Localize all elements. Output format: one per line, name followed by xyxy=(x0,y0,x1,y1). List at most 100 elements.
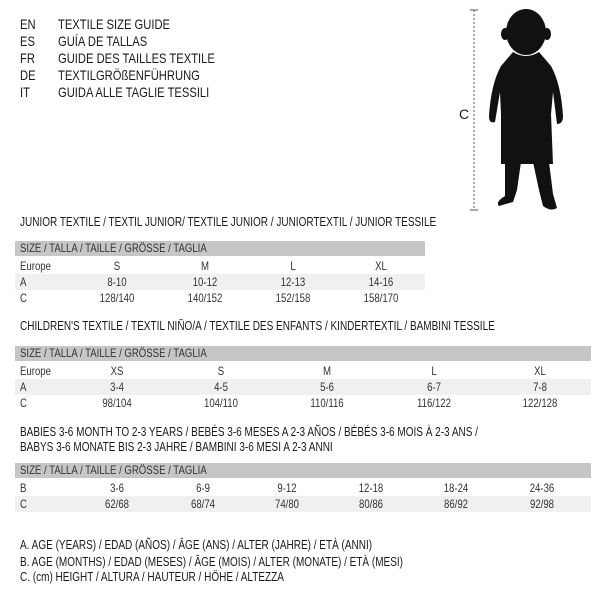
row-label: C xyxy=(20,290,29,306)
row-label-text: B xyxy=(20,481,27,495)
row-label-text: C xyxy=(20,497,27,511)
table-cell: 6-7 xyxy=(427,379,451,395)
table-cell: 140/152 xyxy=(188,290,248,306)
table-cell: 122/128 xyxy=(523,395,583,411)
table-cell: 12-13 xyxy=(281,274,324,290)
size-header-row: SIZE / TALLA / TAILLE / GRÖSSE / TAGLIA xyxy=(15,241,425,256)
table-cell: 3-4 xyxy=(110,379,134,395)
table-row: C 98/104 104/110 110/116 116/122 122/128 xyxy=(15,395,591,411)
size-header-row: SIZE / TALLA / TAILLE / GRÖSSE / TAGLIA xyxy=(15,346,591,361)
table-cell-text: 80/86 xyxy=(358,497,384,511)
table-cell-text: 104/110 xyxy=(204,396,238,410)
table-cell-text: 128/140 xyxy=(99,291,135,305)
table-cell: 4-5 xyxy=(214,379,238,395)
table-cell: 6-9 xyxy=(196,480,220,496)
row-label-text: Europe xyxy=(20,364,51,378)
table-cell-text: S xyxy=(113,259,121,273)
table-cell: 86/92 xyxy=(444,496,486,512)
table-row: A 3-4 4-5 5-6 6-7 7-8 xyxy=(15,379,591,395)
table-cell-text: 74/80 xyxy=(274,497,300,511)
legend-age-months: B. AGE (MONTHS) / EDAD (MESES) / ÂGE (MO… xyxy=(20,555,403,569)
table-cell: 24-36 xyxy=(530,480,573,496)
children-title: CHILDREN'S TEXTILE / TEXTIL NIÑO/A / TEX… xyxy=(20,319,495,333)
table-cell: S xyxy=(113,258,125,274)
language-title: TEXTILE SIZE GUIDE xyxy=(58,16,198,32)
table-cell: M xyxy=(201,258,215,274)
language-code: FR xyxy=(20,50,39,66)
row-label: A xyxy=(20,379,28,395)
table-cell-text: 6-9 xyxy=(196,481,210,495)
table-cell: 80/86 xyxy=(359,496,401,512)
language-title-text: GUÍA DE TALLAS xyxy=(58,33,148,49)
table-cell-text: L xyxy=(431,364,437,378)
language-title-text: TEXTILE SIZE GUIDE xyxy=(58,16,171,32)
table-cell: 8-10 xyxy=(107,274,141,290)
table-cell-text: M xyxy=(323,364,331,378)
table-cell-text: 110/116 xyxy=(310,396,344,410)
language-code-text: ES xyxy=(20,33,35,49)
table-row: B 3-6 6-9 9-12 12-18 18-24 24-36 xyxy=(15,480,591,496)
table-cell-text: 152/158 xyxy=(275,291,311,305)
row-label-text: Europe xyxy=(20,259,51,273)
table-cell: 10-12 xyxy=(193,274,236,290)
language-title: TEXTILGRÖßENFÜHRUNG xyxy=(58,67,235,83)
language-title-text: GUIDE DES TAILLES TEXTILE xyxy=(58,50,215,66)
table-cell-text: 92/98 xyxy=(529,497,555,511)
table-row: Europe S M L XL xyxy=(15,258,425,274)
table-cell-text: XL xyxy=(534,364,546,378)
table-cell-text: 122/128 xyxy=(522,396,558,410)
table-cell: 12-18 xyxy=(359,480,402,496)
table-cell: 98/104 xyxy=(102,395,154,411)
table-cell: 68/74 xyxy=(191,496,233,512)
language-title-text: GUIDA ALLE TAGLIE TESSILI xyxy=(58,84,210,100)
table-cell: 5-6 xyxy=(320,379,344,395)
table-cell-text: XS xyxy=(110,364,124,378)
language-title-text: TEXTILGRÖßENFÜHRUNG xyxy=(58,67,200,83)
table-cell-text: L xyxy=(290,259,296,273)
table-cell-text: XL xyxy=(375,259,387,273)
table-cell-text: 7-8 xyxy=(533,380,547,394)
table-cell-text: 3-6 xyxy=(110,481,124,495)
table-cell: 104/110 xyxy=(204,395,264,411)
table-row: Europe XS S M L XL xyxy=(15,363,591,379)
language-code: EN xyxy=(20,16,39,32)
table-cell-text: 14-16 xyxy=(368,275,394,289)
table-cell-text: 8-10 xyxy=(107,275,127,289)
table-cell-text: 98/104 xyxy=(102,396,132,410)
table-cell: XS xyxy=(111,363,133,379)
table-cell: 9-12 xyxy=(277,480,311,496)
table-cell: XL xyxy=(534,363,555,379)
table-cell: M xyxy=(323,363,337,379)
table-cell-text: 68/74 xyxy=(190,497,216,511)
language-title: GUÍA DE TALLAS xyxy=(58,33,170,49)
table-cell: 92/98 xyxy=(530,496,572,512)
table-cell: 152/158 xyxy=(276,290,336,306)
language-code-text: IT xyxy=(20,84,30,100)
row-label-text: C xyxy=(20,396,27,410)
row-label: B xyxy=(20,480,28,496)
height-label: C xyxy=(459,106,470,122)
size-header-row: SIZE / TALLA / TAILLE / GRÖSSE / TAGLIA xyxy=(15,463,591,478)
table-cell: 116/122 xyxy=(417,395,477,411)
row-label: C xyxy=(20,395,29,411)
legend-height: C. (cm) HEIGHT / ALTURA / HAUTEUR / HÖHE… xyxy=(20,570,284,584)
language-code: IT xyxy=(20,84,32,100)
junior-title: JUNIOR TEXTILE / TEXTIL JUNIOR/ TEXTILE … xyxy=(20,215,437,229)
babies-title-line1: BABIES 3-6 MONTH TO 2-3 YEARS / BEBÉS 3-… xyxy=(20,425,478,439)
table-cell-text: 5-6 xyxy=(320,380,334,394)
table-cell: L xyxy=(290,258,300,274)
size-header-text: SIZE / TALLA / TAILLE / GRÖSSE / TAGLIA xyxy=(20,346,207,360)
size-header-text: SIZE / TALLA / TAILLE / GRÖSSE / TAGLIA xyxy=(20,463,207,477)
language-title: GUIDA ALLE TAGLIE TESSILI xyxy=(58,84,247,100)
table-cell: 128/140 xyxy=(100,290,160,306)
table-cell-text: 158/170 xyxy=(363,291,399,305)
table-cell-text: 12-13 xyxy=(280,275,306,289)
language-code-text: FR xyxy=(20,50,35,66)
table-cell-text: M xyxy=(201,259,209,273)
row-label-text: C xyxy=(20,291,27,305)
table-cell-text: 3-4 xyxy=(110,380,124,394)
language-title: GUIDE DES TAILLES TEXTILE xyxy=(58,50,254,66)
table-cell-text: 116/122 xyxy=(417,396,451,410)
table-cell: 18-24 xyxy=(444,480,487,496)
